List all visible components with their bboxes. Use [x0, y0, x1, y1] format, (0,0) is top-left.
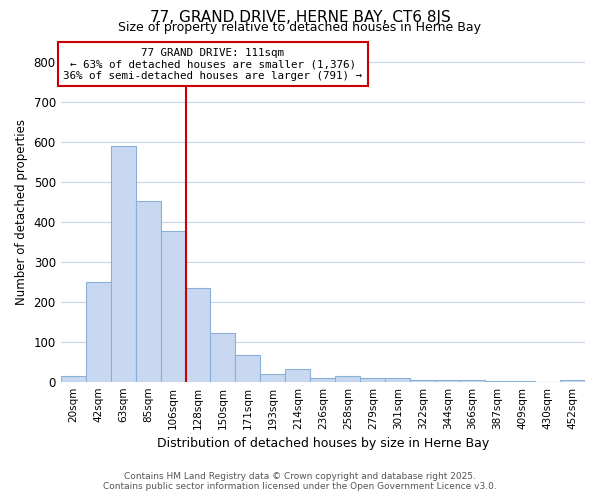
Text: Size of property relative to detached houses in Herne Bay: Size of property relative to detached ho…	[119, 22, 482, 35]
Bar	[410, 380, 435, 382]
Bar	[86, 282, 110, 382]
Text: 77 GRAND DRIVE: 111sqm
← 63% of detached houses are smaller (1,376)
36% of semi-: 77 GRAND DRIVE: 111sqm ← 63% of detached…	[63, 48, 362, 81]
Bar	[61, 376, 86, 382]
Bar	[110, 146, 136, 382]
Bar	[310, 378, 335, 382]
Text: Contains HM Land Registry data © Crown copyright and database right 2025.
Contai: Contains HM Land Registry data © Crown c…	[103, 472, 497, 491]
Bar	[235, 354, 260, 382]
Bar	[360, 378, 385, 382]
Bar	[560, 380, 585, 382]
Bar	[485, 381, 510, 382]
Bar	[435, 380, 460, 382]
X-axis label: Distribution of detached houses by size in Herne Bay: Distribution of detached houses by size …	[157, 437, 489, 450]
Bar	[460, 380, 485, 382]
Bar	[161, 231, 185, 382]
Bar	[136, 201, 161, 382]
Bar	[286, 369, 310, 382]
Bar	[260, 374, 286, 382]
Bar	[211, 333, 235, 382]
Bar	[335, 376, 360, 382]
Y-axis label: Number of detached properties: Number of detached properties	[15, 119, 28, 305]
Text: 77, GRAND DRIVE, HERNE BAY, CT6 8JS: 77, GRAND DRIVE, HERNE BAY, CT6 8JS	[149, 10, 451, 25]
Bar	[185, 288, 211, 382]
Bar	[385, 378, 410, 382]
